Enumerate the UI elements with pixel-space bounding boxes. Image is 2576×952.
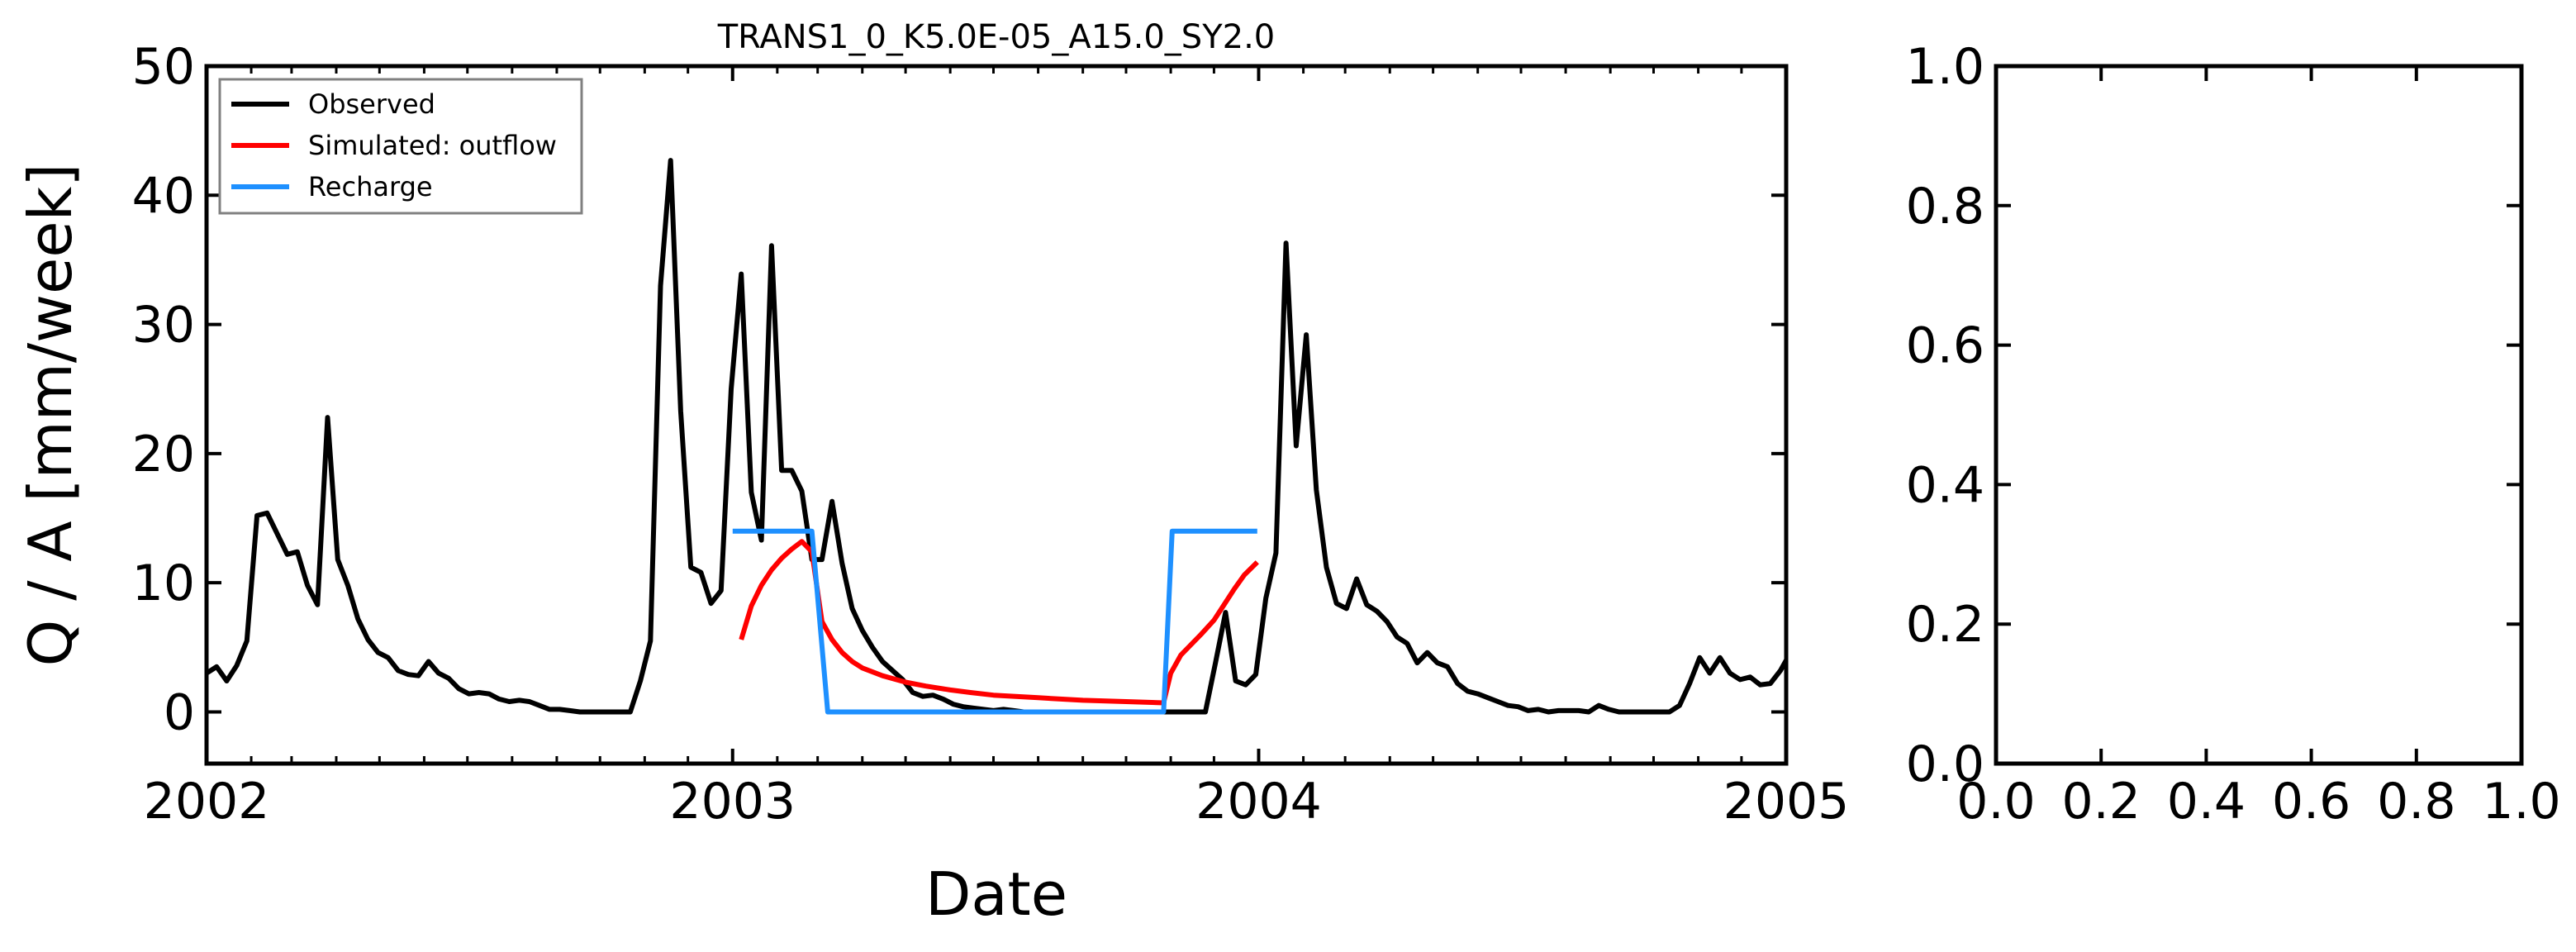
y-tick-label: 50: [132, 38, 195, 96]
x-axis-label: Date: [925, 859, 1067, 929]
recharge-line: [732, 528, 1257, 715]
side-y-tick-label: 0.6: [1906, 317, 1984, 375]
side-y-tick-label: 0.2: [1906, 596, 1984, 654]
simulated-outflow-line: [739, 539, 1259, 706]
side-ticks: 0.0 0.2 0.4 0.6 0.8 1.0 0.0 0.2 0.4 0.6 0.8 1.0: [1906, 38, 2561, 831]
side-x-tick-label: 0.8: [2377, 773, 2455, 831]
side-plot-frame: [1994, 64, 2524, 766]
y-tick-label: 0: [164, 683, 195, 741]
observed-series-line: [205, 158, 1789, 715]
main-ticks: 0 10 20 30 40 50 2002 2003 2004 2005: [132, 38, 1850, 831]
side-y-tick-label: 0.0: [1906, 735, 1984, 793]
chart-title: TRANS1_0_K5.0E-05_A15.0_SY2.0: [717, 18, 1276, 56]
x-tick-label: 2004: [1195, 773, 1322, 831]
main-chart: TRANS1_0_K5.0E-05_A15.0_SY2.0 0 10 20 30 40 5…: [16, 18, 1849, 929]
side-y-tick-label: 1.0: [1906, 38, 1984, 96]
side-y-tick-label: 0.8: [1906, 178, 1984, 236]
legend-label-simulated: Simulated: outflow: [308, 130, 557, 161]
main-series: [205, 158, 1789, 715]
side-x-tick-label: 0.6: [2272, 773, 2350, 831]
legend: Observed Simulated: outflow Recharge: [218, 78, 583, 215]
y-tick-label: 30: [132, 297, 195, 355]
legend-label-observed: Observed: [308, 88, 435, 120]
legend-label-recharge: Recharge: [308, 171, 433, 202]
side-x-tick-label: 1.0: [2482, 773, 2560, 831]
y-tick-label: 20: [132, 426, 195, 483]
x-tick-label: 2002: [144, 773, 270, 831]
main-plot-frame: [204, 64, 1789, 766]
side-x-tick-label: 0.0: [1956, 773, 2035, 831]
y-tick-label: 40: [132, 167, 195, 225]
side-y-tick-label: 0.4: [1906, 456, 1984, 514]
y-tick-label: 10: [132, 555, 195, 612]
side-x-tick-label: 0.2: [2061, 773, 2140, 831]
y-axis-label: Q / A [mm/week]: [16, 164, 85, 667]
side-x-tick-label: 0.4: [2167, 773, 2246, 831]
x-tick-label: 2003: [669, 773, 796, 831]
side-chart: 0.0 0.2 0.4 0.6 0.8 1.0 0.0 0.2 0.4 0.6 0.8 1.0: [1906, 38, 2561, 831]
x-tick-label: 2005: [1723, 773, 1850, 831]
